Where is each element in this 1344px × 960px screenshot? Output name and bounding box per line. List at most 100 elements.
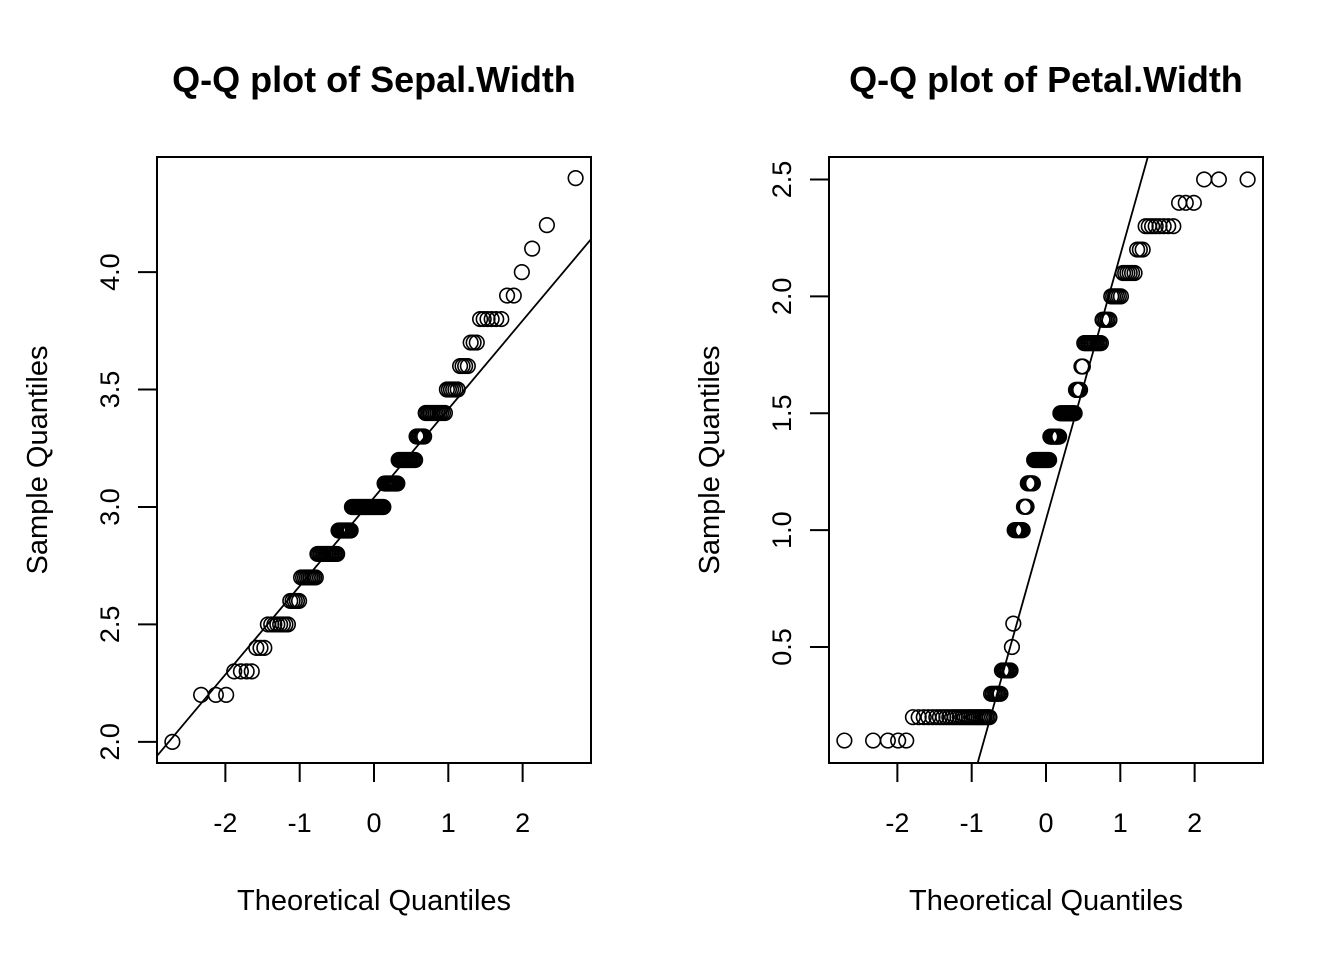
data-point bbox=[193, 686, 210, 703]
data-point bbox=[1003, 638, 1021, 656]
y-tick-label: 3.5 bbox=[95, 371, 125, 409]
x-tick-label: 2 bbox=[515, 808, 530, 838]
data-points bbox=[836, 171, 1256, 749]
x-tick-label: 1 bbox=[441, 808, 456, 838]
data-point bbox=[836, 732, 853, 749]
data-point bbox=[1112, 288, 1130, 305]
data-point bbox=[407, 451, 424, 469]
chart-title: Q-Q plot of Sepal.Width bbox=[172, 59, 576, 100]
data-point bbox=[513, 263, 530, 281]
qq-reference-line bbox=[976, 156, 1149, 764]
qq-panel-petal-width: Q-Q plot of Petal.Width -2 -1 0 1 2 0.5 1.0 1.… bbox=[694, 59, 1264, 917]
data-point bbox=[329, 545, 346, 563]
x-tick-label: -2 bbox=[213, 808, 237, 838]
data-point bbox=[567, 170, 584, 187]
data-point bbox=[904, 709, 922, 726]
data-point bbox=[375, 498, 392, 516]
data-point bbox=[1144, 218, 1161, 235]
data-point bbox=[483, 310, 500, 328]
data-point bbox=[1051, 428, 1068, 445]
data-point bbox=[1210, 171, 1227, 188]
x-axis-label: Theoretical Quantiles bbox=[237, 885, 511, 917]
y-tick-label: 4.0 bbox=[95, 253, 125, 291]
data-point bbox=[1101, 311, 1118, 328]
x-axis: -2 -1 0 1 2 bbox=[213, 763, 530, 838]
y-tick-label: 1.0 bbox=[767, 511, 797, 549]
data-point bbox=[290, 592, 308, 610]
y-tick-label: 0.5 bbox=[767, 628, 797, 666]
data-point bbox=[928, 709, 945, 726]
x-axis: -2 -1 0 1 2 bbox=[885, 763, 1202, 838]
data-point bbox=[1092, 335, 1110, 352]
data-point bbox=[1041, 451, 1058, 469]
data-point bbox=[1160, 218, 1177, 235]
data-point bbox=[226, 663, 243, 680]
data-point bbox=[436, 404, 454, 422]
data-point bbox=[488, 310, 505, 328]
data-point bbox=[992, 685, 1009, 702]
y-tick-label: 1.5 bbox=[767, 394, 797, 432]
data-point bbox=[449, 381, 466, 398]
data-point bbox=[505, 287, 522, 304]
data-point bbox=[1024, 475, 1041, 492]
data-point bbox=[538, 217, 555, 234]
data-point bbox=[468, 334, 485, 351]
data-point bbox=[1126, 264, 1143, 282]
plot-frame bbox=[156, 156, 592, 764]
data-point bbox=[1018, 498, 1035, 515]
data-point bbox=[865, 732, 882, 749]
y-tick-label: 2.5 bbox=[767, 161, 797, 199]
y-axis: 0.5 1.0 1.5 2.0 2.5 bbox=[767, 161, 829, 666]
data-point bbox=[1134, 241, 1151, 258]
data-point bbox=[243, 663, 260, 680]
qq-panel-sepal-width: Q-Q plot of Sepal.Width -2 -1 0 1 2 2.0 2.5 3.… bbox=[22, 59, 592, 917]
x-tick-label: 2 bbox=[1187, 808, 1202, 838]
data-point bbox=[493, 310, 510, 328]
data-point bbox=[232, 663, 250, 680]
data-point bbox=[207, 686, 224, 703]
data-point bbox=[1071, 381, 1089, 398]
data-point bbox=[389, 475, 406, 492]
data-point bbox=[475, 310, 492, 328]
data-point bbox=[915, 709, 932, 726]
data-point bbox=[1196, 171, 1213, 188]
y-tick-label: 2.0 bbox=[767, 278, 797, 316]
data-point bbox=[342, 522, 359, 539]
x-tick-label: 1 bbox=[1113, 808, 1128, 838]
data-point bbox=[256, 639, 273, 657]
x-tick-label: -2 bbox=[885, 808, 909, 838]
data-point bbox=[459, 357, 476, 375]
data-point bbox=[879, 732, 896, 749]
data-point bbox=[1165, 218, 1182, 235]
data-point bbox=[1177, 194, 1194, 211]
data-point bbox=[1074, 358, 1091, 375]
data-point bbox=[218, 686, 235, 703]
data-point bbox=[307, 569, 324, 586]
y-tick-label: 2.0 bbox=[95, 723, 125, 761]
x-axis-label: Theoretical Quantiles bbox=[909, 885, 1183, 917]
data-point bbox=[1066, 405, 1083, 422]
data-point bbox=[1002, 662, 1019, 679]
data-point bbox=[164, 733, 181, 750]
y-tick-label: 2.5 bbox=[95, 606, 125, 644]
data-point bbox=[1155, 218, 1172, 235]
x-tick-label: 0 bbox=[1038, 808, 1053, 838]
data-point bbox=[279, 616, 297, 633]
y-axis-label: Sample Quantiles bbox=[22, 346, 54, 575]
x-tick-label: -1 bbox=[288, 808, 312, 838]
data-point bbox=[890, 732, 907, 749]
y-axis-label: Sample Quantiles bbox=[694, 346, 726, 575]
data-point bbox=[1017, 498, 1034, 515]
data-point bbox=[898, 732, 915, 749]
data-point bbox=[498, 287, 516, 304]
x-tick-label: 0 bbox=[366, 808, 381, 838]
data-point bbox=[472, 310, 489, 328]
data-point bbox=[981, 709, 998, 726]
data-point bbox=[416, 428, 433, 445]
data-point bbox=[248, 639, 265, 657]
qq-reference-line bbox=[156, 238, 592, 757]
data-point bbox=[1185, 194, 1202, 211]
y-tick-label: 3.0 bbox=[95, 488, 125, 526]
data-point bbox=[524, 240, 541, 257]
